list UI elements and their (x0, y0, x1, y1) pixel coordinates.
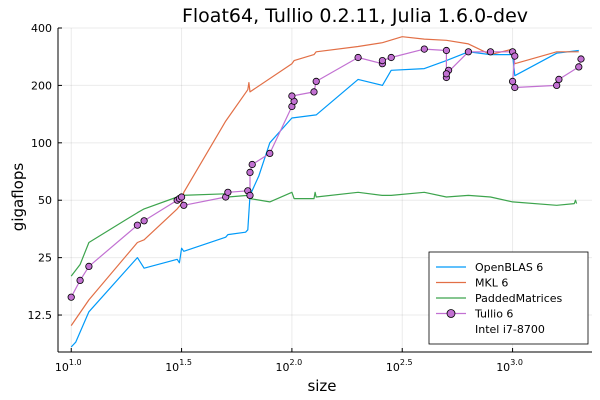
data-point-tullio-6 (354, 53, 362, 62)
x-tick-label: 101.0 (55, 358, 82, 374)
plot-area (67, 36, 585, 348)
legend-label: PaddedMatrices (475, 292, 563, 305)
axes: 101.0 101.5 102.0 102.5 103.0 12.5 25 50 100 200 4… (28, 22, 592, 374)
data-point-tullio-6 (67, 293, 75, 301)
data-point-tullio-6 (387, 53, 395, 62)
legend-marker (446, 309, 456, 318)
data-point-tullio-6 (442, 46, 450, 55)
x-tick-label: 102.0 (276, 358, 303, 374)
legend-label: Tullio 6 (474, 308, 513, 321)
data-point-tullio-6 (511, 83, 519, 92)
data-point-tullio-6 (180, 201, 188, 209)
y-tick-label: 12.5 (28, 309, 53, 322)
y-tick-label: 50 (38, 194, 52, 207)
data-point-tullio-6 (378, 56, 386, 65)
x-tick-label: 103.0 (496, 358, 523, 374)
series-line-openblas-6 (70, 49, 579, 348)
data-point-tullio-6 (420, 45, 428, 53)
y-tick-label: 25 (38, 252, 52, 265)
data-point-tullio-6 (577, 55, 585, 63)
data-point-tullio-6 (511, 52, 519, 60)
data-point-tullio-6 (464, 48, 472, 56)
series-line-paddedmatrices (70, 191, 578, 277)
y-tick-label: 400 (31, 22, 52, 35)
data-point-tullio-6 (76, 276, 84, 284)
legend-label: OpenBLAS 6 (475, 261, 543, 274)
y-tick-label: 100 (31, 137, 52, 150)
series-line-mkl-6 (70, 36, 579, 326)
data-point-tullio-6 (442, 70, 450, 78)
x-axis-label: size (307, 377, 336, 395)
y-axis-label: gigaflops (9, 163, 27, 232)
data-point-tullio-6 (140, 217, 148, 225)
chart-title: Float64, Tullio 0.2.11, Julia 1.6.0-dev (182, 5, 528, 27)
data-point-tullio-6 (553, 81, 561, 90)
legend-label: MKL 6 (475, 277, 508, 290)
legend-note: Intel i7-8700 (475, 323, 545, 336)
data-point-tullio-6 (312, 77, 320, 86)
data-point-tullio-6 (486, 48, 495, 56)
data-point-tullio-6 (575, 63, 583, 71)
y-tick-label: 200 (31, 79, 52, 92)
legend: OpenBLAS 6 MKL 6 PaddedMatrices Tullio 6 Int… (428, 251, 589, 345)
data-point-tullio-6 (288, 92, 296, 100)
data-point-tullio-6 (266, 149, 274, 157)
data-point-tullio-6 (555, 75, 563, 84)
data-point-tullio-6 (178, 193, 186, 201)
grid (58, 27, 592, 352)
data-point-tullio-6 (310, 88, 318, 96)
data-point-tullio-6 (133, 221, 141, 229)
data-point-tullio-6 (248, 160, 256, 169)
x-tick-label: 101.5 (165, 358, 192, 374)
data-point-tullio-6 (246, 191, 254, 199)
x-tick-label: 102.5 (386, 358, 413, 374)
data-point-tullio-6 (224, 188, 232, 196)
data-point-tullio-6 (508, 77, 517, 86)
data-point-tullio-6 (85, 262, 93, 270)
data-point-tullio-6 (246, 168, 254, 176)
